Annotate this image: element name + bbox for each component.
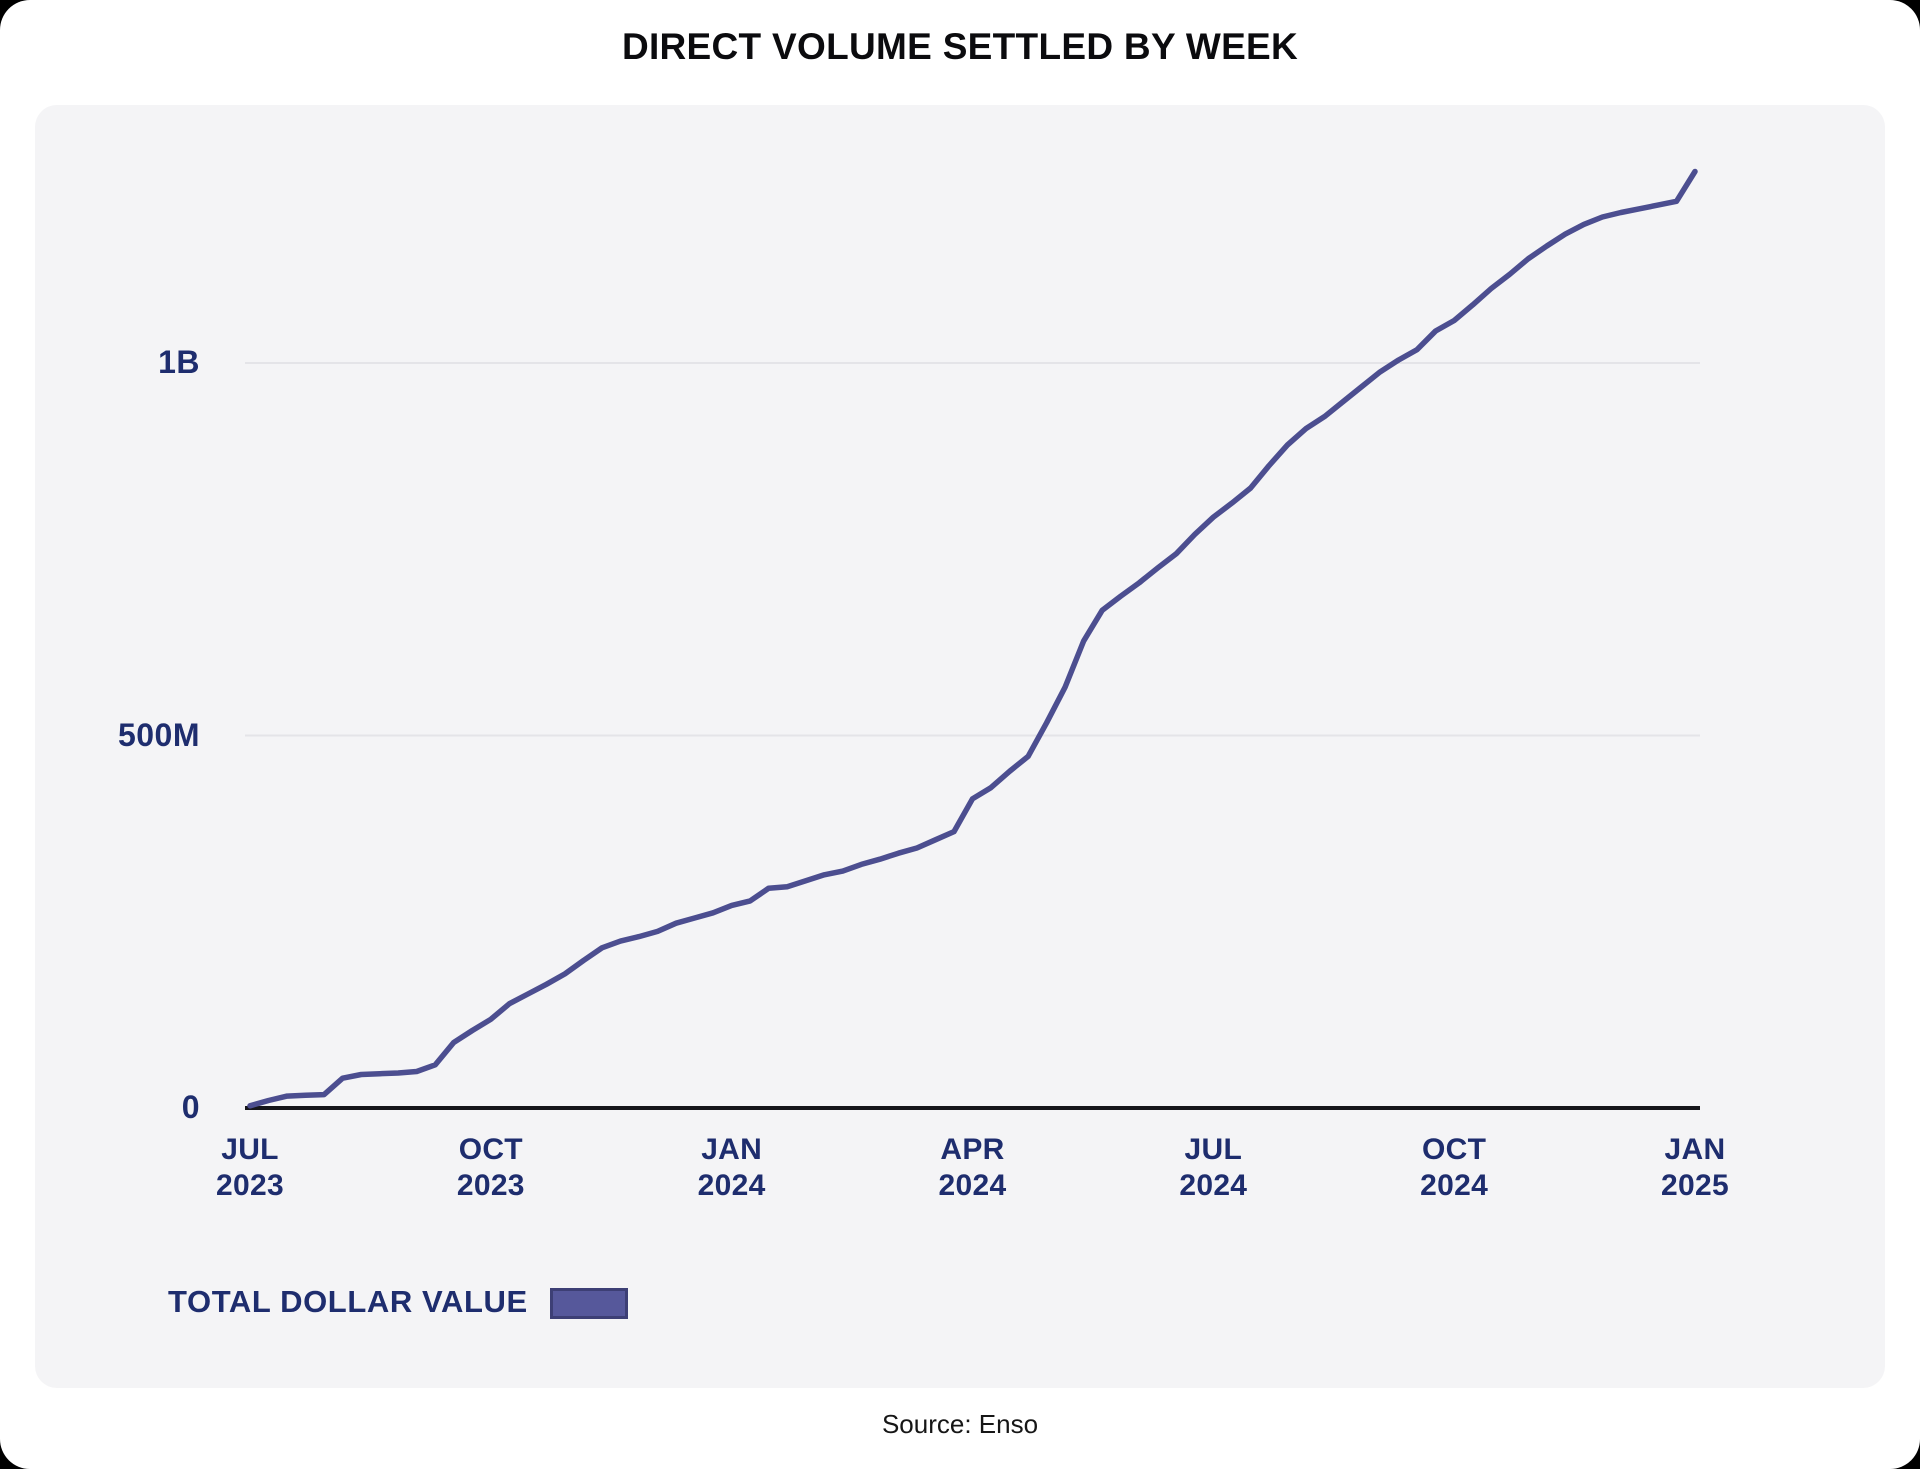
y-axis-label-1b: 1B: [158, 343, 200, 380]
legend: TOTAL DOLLAR VALUE: [168, 1284, 628, 1320]
x-axis-label-oct-2023: OCT 2023: [456, 1133, 525, 1202]
x-axis-label-jan-2024: JAN 2024: [697, 1133, 766, 1202]
x-axis-label-jul-2024: JUL 2024: [1179, 1133, 1248, 1202]
source-caption: Source: Enso: [881, 1409, 1039, 1439]
y-axis-label-500m: 500M: [117, 716, 200, 753]
y-axis-label-0: 0: [181, 1088, 200, 1125]
x-axis-label-jan-2025: JAN 2025: [1661, 1133, 1729, 1202]
x-axis-label-jul-2023: JUL 2023: [216, 1133, 284, 1202]
legend-swatch: [549, 1288, 628, 1319]
x-axis-label-apr-2024: APR 2024: [938, 1133, 1007, 1202]
x-axis-label-oct-2024: OCT 2024: [1420, 1133, 1489, 1202]
legend-label: TOTAL DOLLAR VALUE: [168, 1284, 528, 1319]
chart-title: DIRECT VOLUME SETTLED BY WEEK: [621, 26, 1299, 67]
